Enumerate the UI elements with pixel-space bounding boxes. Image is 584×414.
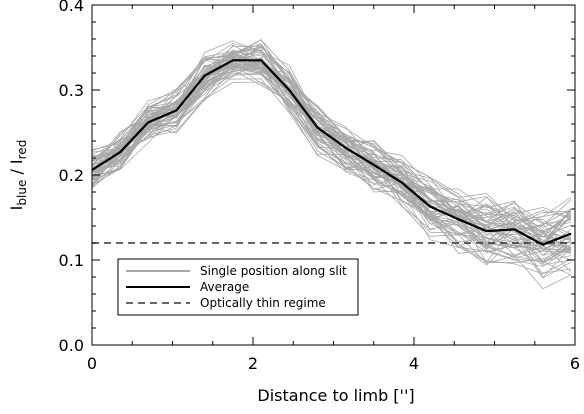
single-position-line [91,60,572,279]
legend-label: Single position along slit [200,264,347,278]
x-tick-label: 0 [87,354,97,373]
y-axis-label: Iblue / Ired [7,140,29,211]
x-axis-label: Distance to limb [''] [257,386,414,405]
single-position-line [91,44,572,238]
single-position-line [91,43,572,247]
single-position-line [91,63,572,264]
single-position-line [91,45,572,236]
average-line-layer [91,59,572,246]
legend: Single position along slit Average Optical… [117,258,359,316]
average-line [91,59,572,246]
y-axis-label-sub-red: red [15,140,29,160]
axis-ticks [91,4,576,346]
x-tick-label: 6 [570,354,580,373]
y-axis-label-sub-blue: blue [15,180,29,206]
y-tick-label: 0.1 [59,251,84,270]
single-position-line [91,64,572,253]
y-axis-label-prefix: I [7,206,26,211]
x-tick-label: 4 [409,354,419,373]
y-tick-label: 0.0 [59,336,84,355]
single-position-line [91,65,572,249]
single-position-line [91,56,572,264]
single-position-line [91,57,572,265]
y-tick-label: 0.2 [59,166,84,185]
x-tick-label: 2 [248,354,258,373]
y-tick-label: 0.4 [59,0,84,15]
y-axis-label-sep: / I [7,159,26,179]
legend-label: Optically thin regime [200,296,326,310]
axis-tick-labels: 0 2 4 6 0.0 0.1 0.2 0.3 0.4 [59,0,581,373]
single-position-line [91,42,572,231]
single-position-line [91,49,572,247]
legend-label: Average [200,280,249,294]
single-position-line [91,52,572,256]
single-position-line [91,39,572,221]
y-tick-label: 0.3 [59,81,84,100]
single-position-lines [91,39,572,290]
single-position-line [91,60,572,276]
